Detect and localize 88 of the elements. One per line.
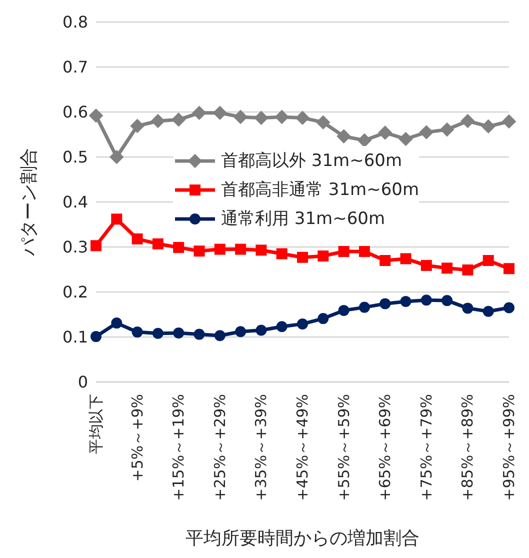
y-tick-label: 0.2 xyxy=(62,282,88,302)
point xyxy=(132,326,143,338)
point xyxy=(274,110,289,124)
point xyxy=(256,324,267,336)
point xyxy=(398,132,413,146)
point xyxy=(481,119,496,134)
x-tick-label: +75%～+79% xyxy=(417,394,436,501)
point xyxy=(152,328,164,339)
point xyxy=(380,255,391,266)
x-tick-label: +45%～+49% xyxy=(294,394,312,501)
point xyxy=(318,250,329,262)
point xyxy=(132,233,143,244)
x-tick-label: +25%～+29% xyxy=(210,394,229,501)
point xyxy=(276,321,288,332)
point xyxy=(442,262,453,274)
point xyxy=(419,125,434,140)
point xyxy=(212,106,228,120)
point xyxy=(235,244,246,255)
point xyxy=(460,114,475,128)
point xyxy=(192,106,206,120)
point xyxy=(194,246,205,257)
y-tick-label: 0.5 xyxy=(62,148,88,167)
y-axis-title: パターン割合 xyxy=(18,148,40,257)
y-tick-label: 0.7 xyxy=(62,58,88,77)
point xyxy=(214,244,226,255)
point xyxy=(504,263,514,274)
point xyxy=(400,253,412,264)
point xyxy=(380,298,391,310)
point xyxy=(462,302,474,314)
point xyxy=(378,126,392,140)
point xyxy=(256,244,267,256)
point xyxy=(152,238,164,250)
legend-label: 首都高非通常 31m~60m xyxy=(221,179,420,201)
y-tick-label: 0.4 xyxy=(62,192,88,212)
point xyxy=(482,255,494,266)
x-tick-label: +55%～+59% xyxy=(334,394,353,501)
y-tick-label: 0.8 xyxy=(62,12,88,32)
y-tick-label: 0.3 xyxy=(62,238,88,257)
point xyxy=(338,304,350,316)
point xyxy=(254,110,268,125)
point xyxy=(318,313,329,324)
point xyxy=(400,296,412,307)
point xyxy=(358,246,370,257)
point xyxy=(173,327,184,338)
x-tick-label: +65%～+69% xyxy=(376,394,394,501)
point xyxy=(194,328,205,340)
x-tick-label: +35%～+39% xyxy=(252,394,270,501)
point xyxy=(316,115,330,130)
point xyxy=(336,129,351,144)
point xyxy=(504,302,514,314)
y-tick-label: 0.1 xyxy=(62,328,88,347)
point xyxy=(171,112,186,127)
point xyxy=(90,331,102,342)
x-tick-label: 平均以下 xyxy=(87,394,105,454)
x-tick-label: +85%～+89% xyxy=(458,394,477,501)
point xyxy=(130,118,144,134)
x-tick-label: +95%～+99% xyxy=(500,394,518,501)
legend-label: 首都高以外 31m~60m xyxy=(221,150,402,172)
point xyxy=(462,264,474,276)
y-tick-label: 0 xyxy=(78,372,88,392)
point xyxy=(420,294,432,306)
point xyxy=(358,302,370,313)
point xyxy=(214,330,226,342)
point xyxy=(357,133,372,148)
x-axis-title: 平均所要時間からの増加割合 xyxy=(186,528,420,549)
point xyxy=(502,114,516,129)
point xyxy=(482,306,494,317)
point xyxy=(440,122,454,137)
point xyxy=(90,240,102,252)
point xyxy=(420,260,432,271)
x-tick-label: +15%～+19% xyxy=(170,394,188,501)
point xyxy=(111,318,122,329)
point xyxy=(235,326,246,338)
point xyxy=(110,150,124,164)
point xyxy=(297,252,308,263)
point xyxy=(233,110,248,124)
point xyxy=(111,214,122,225)
legend-label: 通常利用 31m~60m xyxy=(221,208,386,230)
point xyxy=(338,246,350,257)
point xyxy=(150,114,166,128)
x-tick-label: +5%～+9% xyxy=(128,394,146,482)
point xyxy=(88,108,104,123)
point xyxy=(276,248,288,260)
point xyxy=(173,242,184,253)
point xyxy=(295,110,310,125)
point xyxy=(442,295,453,306)
point xyxy=(297,318,308,330)
y-tick-label: 0.6 xyxy=(62,102,88,122)
